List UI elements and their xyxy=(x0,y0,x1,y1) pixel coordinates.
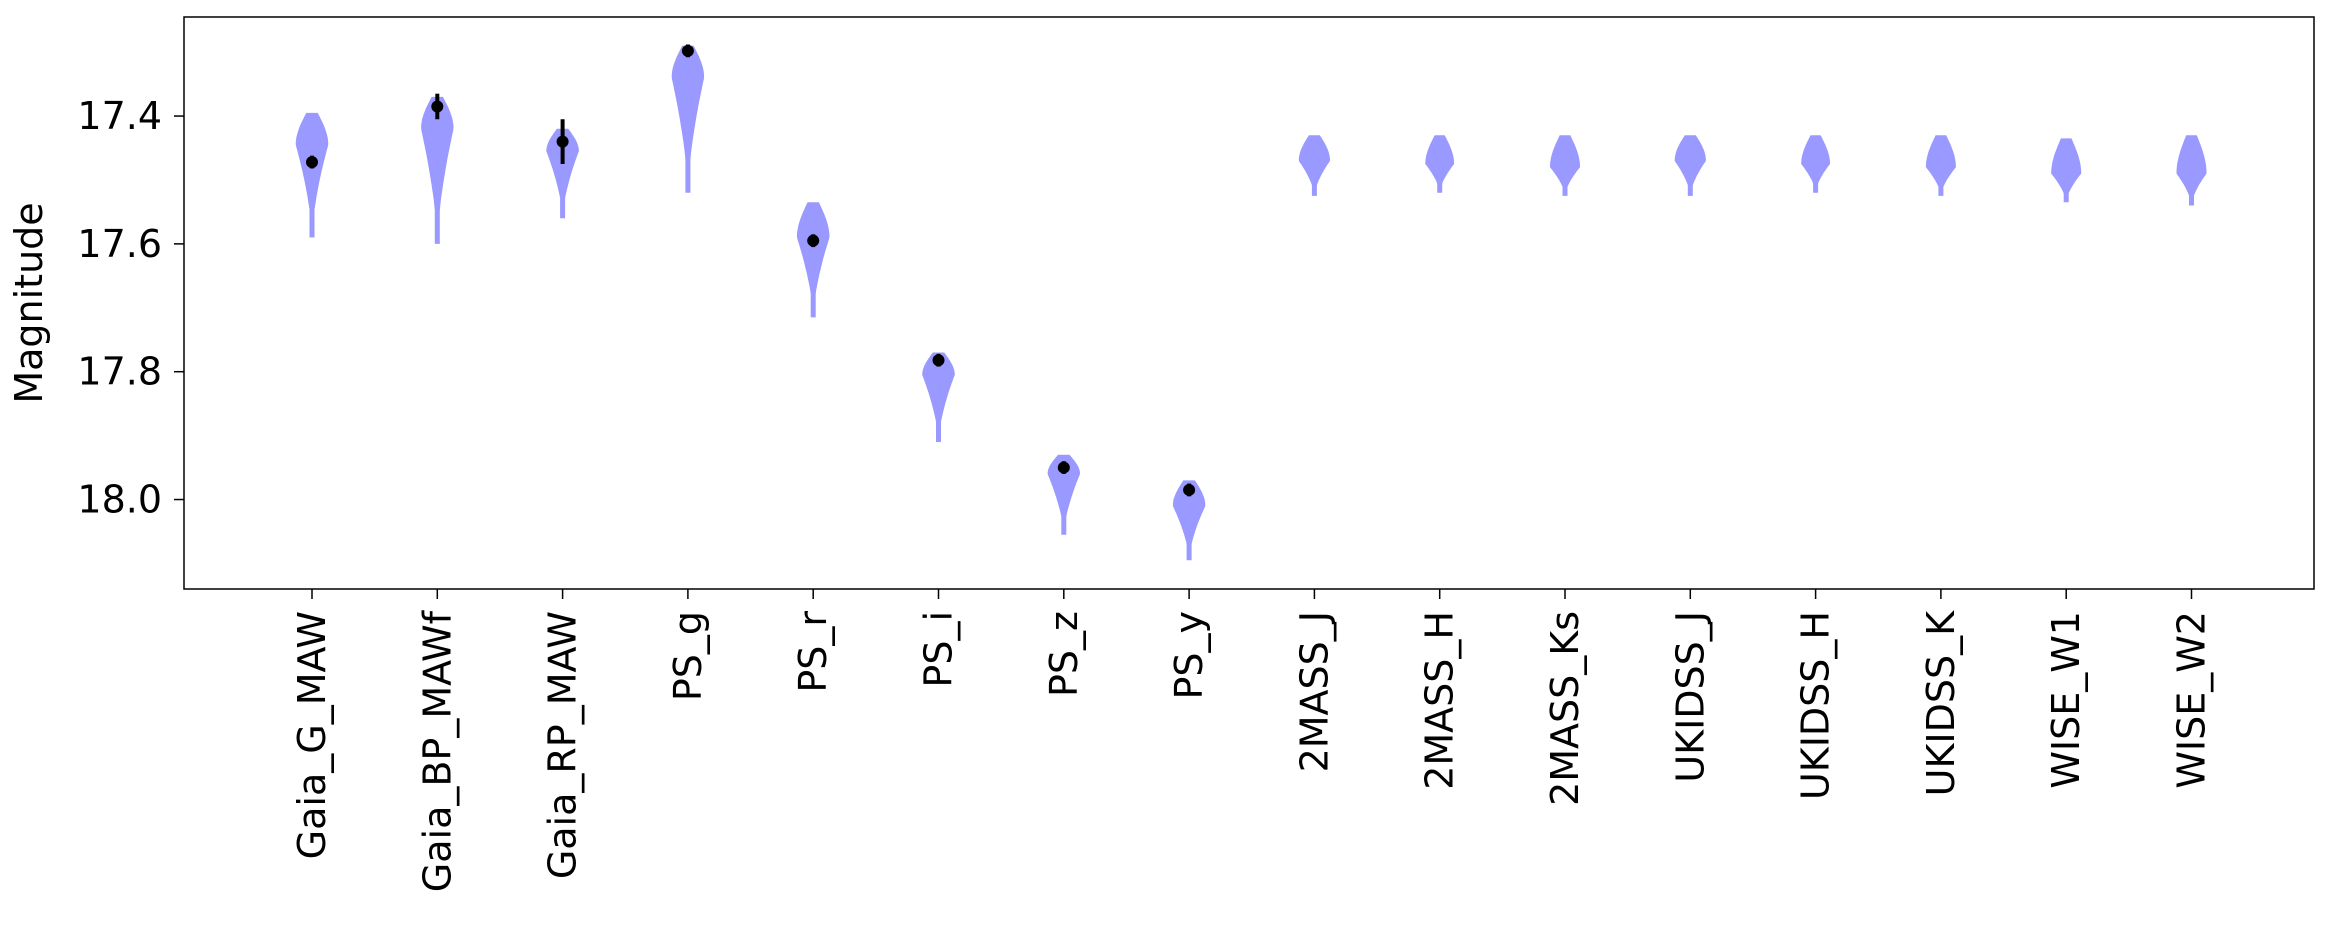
violin-WISE_W2 xyxy=(2176,135,2207,206)
x-tick-label: UKIDSS_K xyxy=(1919,610,1963,796)
x-tick-label: PS_z xyxy=(1042,611,1086,697)
x-tick-label: PS_r xyxy=(791,611,835,693)
x-tick-label: PS_g xyxy=(666,611,710,701)
x-tick-label: PS_y xyxy=(1167,611,1211,700)
violins-layer xyxy=(295,45,2207,561)
point-PS_y xyxy=(1183,483,1196,496)
x-tick-label: UKIDSS_J xyxy=(1668,611,1712,783)
x-tick-label: Gaia_RP_MAW xyxy=(541,611,585,879)
point-Gaia_BP_MAWf xyxy=(431,100,444,113)
y-tick-label: 17.6 xyxy=(77,222,162,266)
x-tick-label: 2MASS_Ks xyxy=(1543,611,1587,806)
violin-2MASS_H xyxy=(1425,135,1455,193)
y-tick-label: 17.8 xyxy=(77,350,162,394)
x-tick-label: 2MASS_H xyxy=(1418,611,1462,790)
x-tick-label: WISE_W1 xyxy=(2044,611,2088,789)
x-tick-label: PS_i xyxy=(917,611,961,688)
x-tick-label: Gaia_G_MAW xyxy=(290,611,334,859)
violin-PS_i xyxy=(922,352,955,442)
violin-PS_r xyxy=(796,202,830,318)
y-tick-label: 18.0 xyxy=(77,478,162,522)
y-tick-label: 17.4 xyxy=(77,94,162,138)
x-axis: Gaia_G_MAW Gaia_BP_MAWf Gaia_RP_MAW PS_g PS_… xyxy=(290,589,2214,892)
violin-Gaia_RP_MAW xyxy=(546,128,579,219)
violin-UKIDSS_J xyxy=(1674,135,1706,196)
error-points-layer xyxy=(306,44,1196,497)
violin-UKIDSS_H xyxy=(1801,135,1830,193)
violin-2MASS_J xyxy=(1298,135,1330,196)
point-PS_g xyxy=(681,44,694,57)
point-PS_z xyxy=(1057,461,1070,474)
point-Gaia_RP_MAW xyxy=(556,135,569,148)
violin-UKIDSS_K xyxy=(1925,135,1956,196)
violin-PS_y xyxy=(1172,480,1206,561)
violin-Gaia_BP_MAWf xyxy=(421,96,454,244)
violin-PS_z xyxy=(1047,454,1080,535)
x-tick-label: Gaia_BP_MAWf xyxy=(415,609,459,892)
violin-2MASS_Ks xyxy=(1550,135,1580,196)
violin-PS_g xyxy=(671,45,705,193)
point-PS_i xyxy=(932,354,945,367)
violin-WISE_W1 xyxy=(2051,138,2082,203)
x-tick-label: UKIDSS_H xyxy=(1794,611,1838,800)
x-tick-label: 2MASS_J xyxy=(1292,611,1336,772)
point-Gaia_G_MAW xyxy=(306,156,318,169)
y-axis-label: Magnitude xyxy=(7,202,51,403)
y-axis: 17.4 17.6 17.8 18.0 xyxy=(77,94,184,522)
plot-area xyxy=(183,16,2315,590)
violin-Gaia_G_MAW xyxy=(295,112,329,238)
x-tick-label: WISE_W2 xyxy=(2170,611,2214,789)
point-PS_r xyxy=(807,234,820,247)
